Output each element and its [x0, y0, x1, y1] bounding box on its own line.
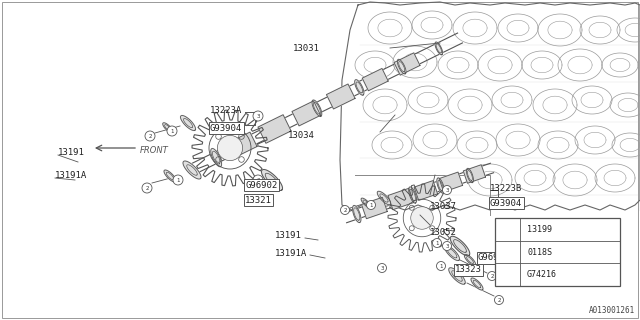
Circle shape [499, 221, 515, 237]
Text: 13321: 13321 [245, 196, 272, 204]
Polygon shape [362, 197, 387, 219]
Text: 2: 2 [506, 249, 509, 255]
Circle shape [340, 205, 349, 214]
Polygon shape [258, 115, 291, 143]
Text: 13223B: 13223B [490, 183, 522, 193]
Text: 13031: 13031 [293, 44, 320, 52]
Polygon shape [180, 116, 195, 131]
Text: 1: 1 [176, 178, 180, 182]
Polygon shape [211, 148, 221, 167]
Circle shape [488, 271, 497, 281]
Text: G93904: G93904 [490, 198, 522, 207]
Circle shape [442, 186, 451, 195]
Text: A013001261: A013001261 [589, 306, 635, 315]
Text: 13191A: 13191A [275, 249, 307, 258]
Polygon shape [183, 161, 201, 179]
Text: 3: 3 [380, 266, 384, 270]
Text: G96902: G96902 [245, 180, 277, 189]
Polygon shape [355, 80, 364, 95]
Polygon shape [409, 187, 417, 203]
Text: G96902: G96902 [478, 253, 510, 262]
Polygon shape [449, 268, 465, 284]
Circle shape [253, 111, 263, 121]
Polygon shape [326, 84, 355, 109]
Circle shape [173, 175, 183, 185]
Circle shape [442, 242, 451, 251]
Text: 1: 1 [170, 129, 173, 133]
Text: 13191: 13191 [275, 230, 302, 239]
Text: 2: 2 [145, 186, 148, 190]
Text: 2: 2 [148, 133, 152, 139]
Circle shape [499, 244, 515, 260]
Polygon shape [397, 59, 406, 74]
Polygon shape [163, 123, 173, 133]
Text: 13037: 13037 [430, 202, 457, 211]
Text: 1: 1 [369, 203, 372, 207]
Text: 0118S: 0118S [527, 247, 552, 257]
Polygon shape [445, 245, 460, 260]
Polygon shape [262, 170, 282, 190]
Circle shape [495, 295, 504, 305]
Polygon shape [465, 254, 476, 266]
Text: G93904: G93904 [210, 124, 243, 132]
Text: 3: 3 [505, 272, 509, 278]
Circle shape [167, 126, 177, 136]
Polygon shape [414, 180, 438, 200]
FancyBboxPatch shape [495, 218, 620, 286]
Polygon shape [394, 53, 420, 75]
Text: 13191A: 13191A [55, 171, 87, 180]
Text: 3: 3 [445, 188, 449, 193]
Text: 13323: 13323 [455, 266, 482, 275]
Text: 3: 3 [445, 244, 449, 249]
Polygon shape [463, 165, 486, 183]
Polygon shape [388, 188, 413, 210]
Text: 13199: 13199 [527, 225, 552, 234]
Polygon shape [292, 101, 321, 126]
Polygon shape [228, 132, 257, 157]
Circle shape [378, 263, 387, 273]
Text: 13223A: 13223A [210, 106, 243, 115]
Circle shape [218, 135, 243, 161]
Polygon shape [362, 68, 388, 91]
Text: 2: 2 [497, 298, 500, 302]
Text: 2: 2 [490, 274, 493, 278]
Polygon shape [437, 178, 444, 193]
Text: 3: 3 [256, 114, 260, 118]
Text: 2: 2 [343, 207, 347, 212]
Circle shape [253, 175, 263, 185]
Circle shape [411, 207, 433, 229]
Polygon shape [312, 100, 322, 116]
Text: G74216: G74216 [527, 270, 557, 279]
Text: FRONT: FRONT [140, 146, 169, 155]
Text: 1: 1 [505, 226, 509, 232]
Polygon shape [361, 198, 371, 208]
Text: 13191: 13191 [58, 148, 85, 156]
Circle shape [433, 238, 442, 247]
Polygon shape [451, 236, 470, 256]
Polygon shape [435, 42, 443, 55]
Polygon shape [471, 278, 483, 290]
Circle shape [145, 131, 155, 141]
Polygon shape [467, 168, 474, 183]
Polygon shape [353, 205, 361, 223]
Polygon shape [439, 172, 463, 192]
Text: 1: 1 [435, 241, 439, 245]
Circle shape [436, 261, 445, 270]
Polygon shape [377, 191, 391, 205]
Text: 13052: 13052 [430, 228, 457, 236]
Text: 3: 3 [256, 178, 260, 182]
Circle shape [142, 183, 152, 193]
Text: 13034: 13034 [288, 131, 315, 140]
Text: 1: 1 [439, 263, 443, 268]
Polygon shape [164, 170, 176, 182]
Circle shape [499, 267, 515, 283]
Circle shape [367, 201, 376, 210]
